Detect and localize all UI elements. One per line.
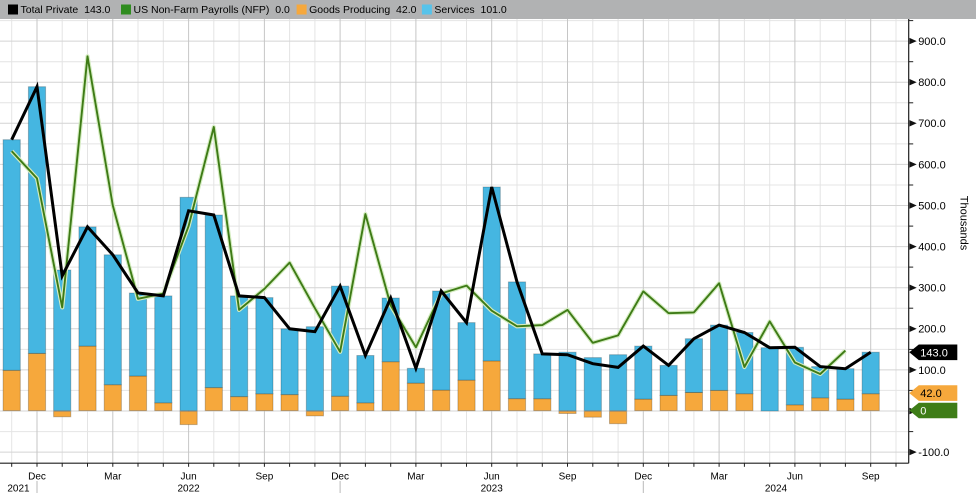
svg-text:Thousands: Thousands (958, 196, 970, 251)
svg-text:Jun: Jun (484, 472, 500, 483)
svg-text:700.0: 700.0 (918, 118, 946, 130)
svg-text:Services 101.0: Services 101.0 (434, 4, 507, 16)
svg-text:Mar: Mar (710, 472, 728, 483)
svg-text:2021: 2021 (7, 484, 30, 493)
svg-text:0: 0 (920, 406, 926, 418)
svg-text:100.0: 100.0 (918, 365, 946, 377)
svg-text:600.0: 600.0 (918, 159, 946, 171)
svg-text:Mar: Mar (104, 472, 122, 483)
svg-text:500.0: 500.0 (918, 200, 946, 212)
svg-text:800.0: 800.0 (918, 77, 946, 89)
svg-text:US Non-Farm Payrolls (NFP) 0.: US Non-Farm Payrolls (NFP) 0.0 (134, 4, 291, 16)
svg-text:Goods Producing 42.0: Goods Producing 42.0 (309, 4, 417, 16)
svg-text:2023: 2023 (481, 484, 504, 493)
svg-text:Dec: Dec (331, 472, 349, 483)
svg-text:Dec: Dec (28, 472, 46, 483)
svg-text:Sep: Sep (559, 472, 577, 483)
svg-text:Total Private 143.0: Total Private 143.0 (21, 4, 111, 16)
svg-text:Dec: Dec (634, 472, 652, 483)
svg-text:900.0: 900.0 (918, 36, 946, 48)
svg-text:Sep: Sep (256, 472, 274, 483)
svg-text:Mar: Mar (407, 472, 425, 483)
svg-text:143.0: 143.0 (920, 347, 948, 359)
svg-text:2022: 2022 (177, 484, 200, 493)
svg-text:42.0: 42.0 (920, 388, 941, 400)
svg-text:Sep: Sep (862, 472, 880, 483)
svg-text:Jun: Jun (787, 472, 803, 483)
svg-text:-100.0: -100.0 (918, 447, 949, 459)
svg-text:300.0: 300.0 (918, 283, 946, 295)
svg-text:200.0: 200.0 (918, 324, 946, 336)
svg-text:2024: 2024 (765, 484, 788, 493)
svg-text:Jun: Jun (181, 472, 197, 483)
svg-text:400.0: 400.0 (918, 242, 946, 254)
